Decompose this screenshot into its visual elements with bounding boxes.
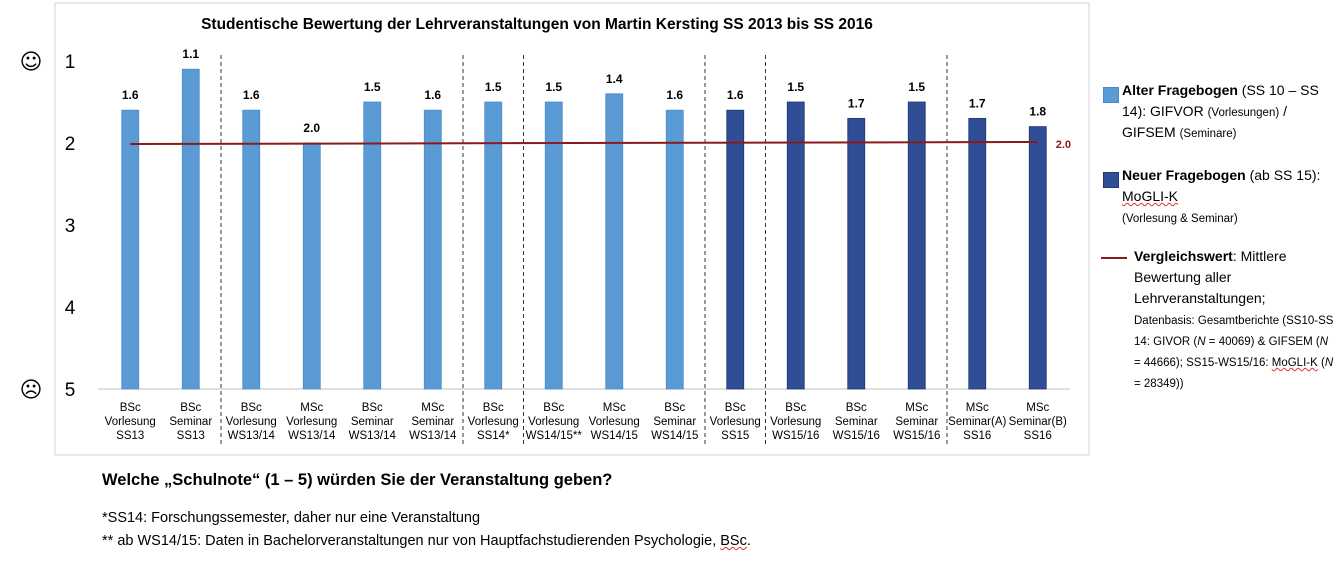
legend-ref-n1: N [1197,336,1206,348]
reference-line-group: 2.0 [130,139,1071,151]
data-label: 1.5 [908,80,925,94]
bar [665,109,684,390]
legend-ref-n3: N [1324,357,1334,369]
x-tick-label: MSc Seminar WS15/16 [893,402,940,442]
bars [121,68,1047,390]
legend-new-text1: (ab SS 15): [1245,167,1321,183]
x-tick-label: BSc Seminar WS14/15 [651,402,698,442]
x-tick-label: BSc Seminar SS13 [169,402,212,442]
legend-swatch-old [1103,87,1119,103]
bar [847,118,866,390]
footnote-2-bsc: BSc [720,533,747,549]
y-tick-label: 3 [65,216,76,237]
x-tick-label: MSc Vorlesung WS13/14 [286,402,337,442]
footnote-2-text: ** ab WS14/15: Daten in Bachelorveransta… [102,533,721,549]
legend-item-old: Alter Fragebogen (SS 10 – SS 14): GIFVOR… [1100,80,1335,143]
x-axis-labels: BSc Vorlesung SS13 BSc Seminar SS13 BSc Vorlesu… [105,402,1067,442]
bar [121,109,140,390]
bar [544,101,563,390]
legend-ref-n2: N [1319,336,1328,348]
legend-new-brand: MoGLI-K [1122,188,1179,204]
legend-old-small1: (Vorlesungen) [1207,107,1280,119]
bar [423,109,442,390]
footnote-2-end: . [746,533,751,549]
x-tick-label: BSc Vorlesung SS14* [468,402,519,442]
frowny-icon: ☹ [20,378,43,403]
legend-ref-small1: Datenbasis: Gesamtberichte (SS10-SS 14: … [1134,315,1334,348]
y-tick-label: 1 [65,52,76,73]
x-tick-label: MSc Vorlesung WS14/15 [589,402,640,442]
x-tick-label: BSc Vorlesung WS15/16 [770,402,821,442]
legend-ref-small5: = 28349)) [1134,378,1184,390]
chart-title: Studentische Bewertung der Lehrveranstal… [201,16,873,33]
x-tick-label: MSc Seminar(B) SS16 [1009,402,1067,442]
x-tick-label: MSc Seminar WS13/14 [409,402,457,442]
data-label: 1.4 [606,72,623,86]
legend-old-text2: / GIFSEM [1122,103,1287,140]
data-label: 1.6 [666,88,683,102]
bar [484,101,503,390]
bar [302,142,321,390]
data-label: 1.7 [969,96,986,110]
legend-old-small2: (Seminare) [1179,128,1237,140]
legend-new-title: Neuer Fragebogen [1122,167,1246,183]
bar [786,101,805,390]
bar [726,109,745,390]
legend-old-text1: (SS 10 – SS 14): GIFVOR [1122,82,1319,119]
plot-frame [54,2,1090,456]
data-label: 2.0 [303,121,320,135]
footnote-2: ** ab WS14/15: Daten in Bachelorveransta… [102,533,751,549]
bar [605,93,624,390]
reference-line [130,141,1038,145]
footnote-1: *SS14: Forschungssemester, daher nur ein… [102,510,481,526]
data-label: 1.8 [1029,105,1046,119]
legend-ref-small4: ( [1317,357,1325,369]
data-label: 1.6 [122,88,139,102]
data-label: 1.1 [182,47,199,61]
data-label: 1.5 [485,80,502,94]
x-tick-label: BSc Vorlesung SS15 [710,402,761,442]
x-tick-label: BSc Seminar WS13/14 [349,402,397,442]
legend-line-reference [1101,257,1127,259]
legend-item-reference: Vergleichswert: Mittlere Bewertung aller… [1100,246,1335,393]
bar [242,109,261,390]
group-separators [220,55,948,445]
bar [907,101,926,390]
reference-line-label: 2.0 [1056,139,1071,151]
x-tick-label: BSc Vorlesung WS14/15** [526,402,583,442]
bar-chart: Studentische Bewertung der Lehrveranstal… [20,2,1090,456]
legend-new-small1: (Vorlesung & Seminar) [1122,213,1238,225]
legend-ref-small3: = 44666); SS15-WS15/16: [1134,357,1272,369]
bar [181,68,200,390]
legend-ref-small2: = 40069) & GIFSEM ( [1205,336,1320,348]
data-label: 1.5 [364,80,381,94]
legend-old-title: Alter Fragebogen [1122,82,1238,98]
legend-item-new: Neuer Fragebogen (ab SS 15): MoGLI-K (Vo… [1100,165,1335,228]
y-tick-label: 2 [65,134,76,155]
smiley-icon: ☺ [20,50,43,75]
data-label: 1.7 [848,96,865,110]
y-tick-label: 4 [65,298,76,319]
data-label: 1.6 [727,88,744,102]
x-tick-label: BSc Vorlesung SS13 [105,402,156,442]
legend-swatch-new [1103,172,1119,188]
x-tick-label: MSc Seminar(A) SS16 [948,402,1006,442]
data-label: 1.5 [787,80,804,94]
value-labels: 1.6 1.1 1.6 2.0 1.5 1.6 1.5 1.5 1.4 1.6 1.6 1.5 1.7 1… [122,47,1047,135]
y-tick-label: 5 [65,380,76,401]
bar [363,101,382,390]
bar [968,118,987,390]
x-tick-label: BSc Vorlesung WS13/14 [226,402,277,442]
data-label: 1.6 [424,88,441,102]
legend: Alter Fragebogen (SS 10 – SS 14): GIFVOR… [1100,80,1335,393]
x-tick-label: BSc Seminar WS15/16 [833,402,880,442]
legend-ref-text1: : Mittlere Bewertung aller Lehrveranstal… [1134,248,1287,306]
legend-ref-brand: MoGLI-K [1271,357,1318,369]
question-text: Welche „Schulnote“ (1 – 5) würden Sie de… [102,471,613,489]
data-label: 1.5 [545,80,562,94]
data-label: 1.6 [243,88,260,102]
legend-ref-details: Datenbasis: Gesamtberichte (SS10-SS 14: … [1134,315,1333,390]
bar [1028,126,1047,390]
legend-ref-title: Vergleichswert [1134,248,1233,264]
